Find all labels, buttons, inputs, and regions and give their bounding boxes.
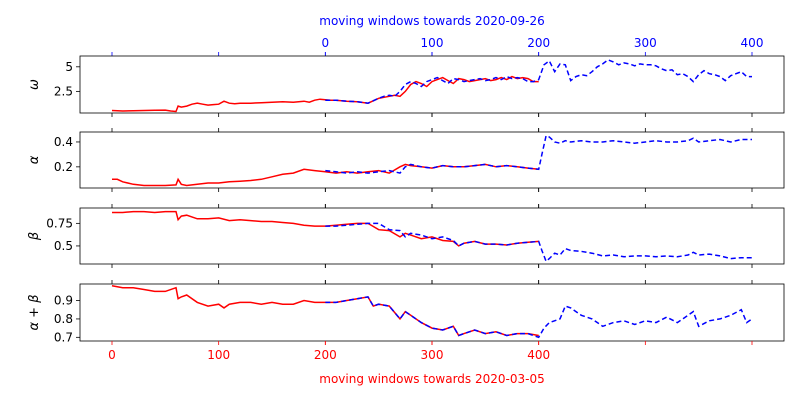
top-x-tick-label: 200	[527, 36, 550, 50]
bottom-x-tick-label: 0	[108, 348, 116, 362]
panel-frame-alpha	[79, 131, 785, 189]
y-axis-label-omega: ω	[27, 79, 42, 90]
bottom-x-tick-label: 200	[314, 348, 337, 362]
y-tick-label-beta: 0.5	[54, 239, 73, 253]
top-x-tick-label: 400	[741, 36, 764, 50]
panel-frame-omega	[79, 55, 785, 114]
bottom-x-tick-label: 100	[207, 348, 230, 362]
series-line-alpha-plus-beta-top-window	[325, 296, 753, 339]
y-axis-label-alpha: α	[27, 155, 42, 164]
bottom-x-tick-label: 300	[421, 348, 444, 362]
panel-alpha: 0.2 0.4 α	[27, 128, 785, 192]
y-axis-label-beta: β	[27, 232, 42, 241]
series-line-alpha-plus-beta-bottom-window	[111, 285, 539, 337]
top-x-tick-label: 0	[322, 36, 330, 50]
y-tick-label-alpha: 0.2	[54, 160, 73, 174]
y-tick-label-alpha-plus-beta: 0.7	[54, 330, 73, 344]
series-line-beta-top-window	[325, 222, 752, 263]
panel-frame-beta	[79, 207, 785, 265]
y-tick-label-alpha: 0.4	[54, 135, 73, 149]
y-tick-label-alpha-plus-beta: 0.8	[54, 312, 73, 326]
bottom-axis-ticks: 0 100 200 300 400	[108, 341, 753, 362]
y-tick-label-omega: 5	[65, 60, 73, 74]
y-tick-label-omega: 2.5	[54, 84, 73, 98]
panels: 2.5 5 ω 0.2 0.4 α 0.5 0.75 β 0.7 0.8 0.9 α + β	[27, 55, 785, 344]
series-line-omega-top-window	[325, 59, 752, 104]
top-x-tick-label: 300	[634, 36, 657, 50]
y-tick-label-alpha-plus-beta: 0.9	[54, 294, 73, 308]
panel-frame-alpha-plus-beta	[79, 283, 785, 342]
top-axis-label: moving windows towards 2020-09-26	[319, 14, 544, 28]
y-tick-label-beta: 0.75	[46, 216, 73, 230]
series-line-beta-bottom-window	[112, 210, 539, 247]
bottom-axis-label: moving windows towards 2020-03-05	[319, 372, 544, 386]
panel-omega: 2.5 5 ω	[27, 55, 785, 117]
series-line-alpha-bottom-window	[112, 163, 539, 187]
top-axis-ticks: 0 100 200 300 400	[111, 36, 764, 56]
series-line-alpha-top-window	[325, 134, 752, 174]
series-line-omega-bottom-window	[111, 75, 539, 113]
top-x-tick-label: 100	[421, 36, 444, 50]
bottom-x-tick-label: 400	[527, 348, 550, 362]
panel-alpha-plus-beta: 0.7 0.8 0.9 α + β	[27, 280, 785, 344]
panel-beta: 0.5 0.75 β	[27, 204, 785, 268]
y-axis-label-alpha-plus-beta: α + β	[27, 294, 42, 330]
